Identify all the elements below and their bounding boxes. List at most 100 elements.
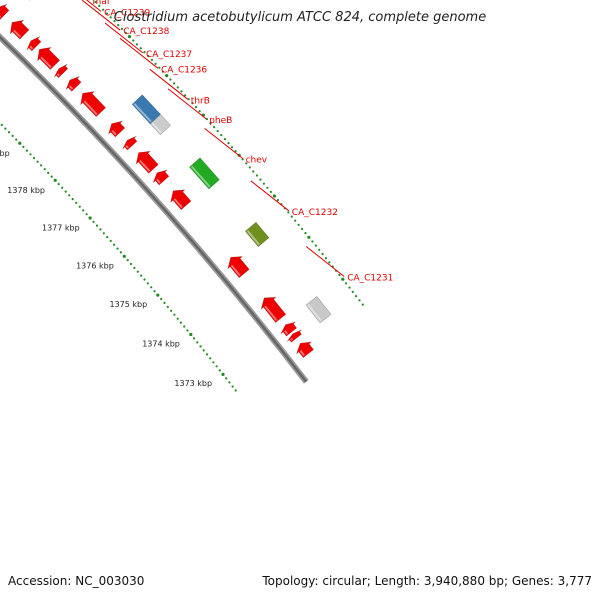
forward-gene-highlight: [284, 330, 289, 335]
scale-layer: 1373 kbp 1374 kbp 1375 kbp 1376 kbp 1377 kbp…: [0, 0, 364, 392]
scale-tick: [50, 175, 53, 178]
label-leader-line: [119, 37, 159, 69]
inner-tick: [220, 134, 223, 137]
scale-tick: [92, 220, 95, 223]
scale-label: 1374 kbp: [142, 339, 180, 348]
inner-tick: [290, 215, 293, 218]
reverse-gene: [131, 94, 161, 125]
inner-tick: [272, 194, 276, 198]
scale-tick: [47, 171, 50, 174]
reverse-gene: [189, 157, 220, 190]
scale-tick: [11, 134, 14, 137]
inner-tick: [361, 303, 364, 306]
scale-tick: [88, 216, 92, 220]
inner-tick: [252, 170, 255, 173]
inner-tick: [301, 227, 304, 231]
backbone-layer: [0, 33, 309, 384]
forward-gene: [170, 189, 192, 211]
inner-tick: [147, 54, 150, 58]
scale-tick: [29, 153, 32, 156]
label-leader-line: [167, 88, 207, 120]
gene-label: thrB: [191, 96, 210, 106]
label-leader-line: [81, 0, 121, 31]
forward-gene: [227, 256, 250, 279]
inner-tick: [314, 244, 317, 247]
scale-tick: [160, 297, 163, 301]
inner-tick: [187, 98, 190, 101]
inner-tick: [227, 142, 230, 145]
forward-gene-highlight: [56, 73, 60, 77]
scale-tick: [102, 232, 105, 235]
forward-strand-genes: [0, 1, 314, 359]
scale-tick: [40, 164, 43, 167]
inner-tick: [198, 110, 201, 113]
gene-label: CA_C1232: [292, 208, 338, 218]
scale-tick: [209, 357, 212, 360]
scale-label: 1377 kbp: [42, 223, 80, 232]
scale-tick: [53, 178, 57, 182]
scale-tick: [146, 282, 149, 285]
inner-tick: [262, 182, 265, 185]
forward-gene-highlight: [230, 264, 241, 277]
reverse-gene: [244, 221, 270, 248]
scale-tick: [18, 141, 22, 145]
scale-tick: [109, 239, 112, 242]
scale-tick: [189, 332, 193, 337]
gene-labels: CA_C1231 CA_C1232 chev pheB thrB CA_C1236 CA_C…: [81, 0, 393, 284]
inner-tick: [117, 24, 120, 27]
forward-gene: [295, 341, 314, 359]
scale-tick: [153, 290, 156, 293]
inner-tick: [105, 12, 108, 15]
scale-tick: [231, 385, 234, 388]
gene-label: CA_C1238: [123, 27, 169, 37]
genome-backbone-core: [0, 35, 308, 383]
inner-tick: [143, 51, 146, 54]
scale-tick: [140, 274, 143, 277]
forward-gene: [135, 150, 159, 174]
inner-tick: [324, 257, 328, 260]
forward-gene: [9, 19, 30, 40]
forward-gene-highlight: [111, 130, 117, 136]
forward-gene: [260, 296, 287, 323]
scale-tick: [43, 168, 46, 171]
scale-tick: [215, 365, 218, 368]
scale-tick: [212, 361, 215, 364]
forward-gene: [53, 63, 69, 79]
scale-tick: [179, 321, 182, 324]
scale-tick: [119, 251, 122, 254]
inner-tick: [154, 62, 157, 65]
forward-gene: [0, 3, 10, 21]
scale-tick: [199, 345, 202, 348]
gene-label: CA_C1239: [104, 8, 150, 18]
inner-tick: [259, 178, 262, 181]
inner-tick: [165, 74, 169, 78]
scale-tick: [166, 305, 169, 308]
scale-tick: [202, 349, 205, 352]
gene-label: CA_C1236: [161, 65, 207, 75]
scale-tick: [196, 341, 199, 344]
inner-tick: [255, 174, 258, 177]
inner-tick: [338, 273, 341, 277]
inner-tick: [139, 47, 142, 50]
label-leader-line: [149, 68, 189, 100]
inner-tick: [94, 0, 97, 4]
reverse-gene: [305, 295, 332, 324]
inner-tick: [348, 286, 351, 289]
inner-tick: [209, 122, 212, 125]
forward-gene-highlight: [290, 337, 293, 341]
reverse-gene-highlight: [150, 121, 162, 134]
gene-label: chev: [246, 155, 268, 165]
label-leader-line: [85, 0, 102, 12]
inner-tick: [351, 290, 354, 293]
reverse-gene-highlight: [133, 103, 152, 123]
inner-tick: [98, 4, 101, 7]
gene-label: CA_C1237: [146, 50, 192, 60]
inner-tick: [173, 82, 176, 85]
scale-label: 1379 kbp: [0, 149, 10, 158]
inner-tick: [304, 232, 307, 235]
scale-tick: [85, 213, 88, 216]
scale-tick: [122, 254, 126, 258]
scale-tick: [82, 209, 85, 212]
forward-gene: [26, 36, 42, 52]
inner-tick: [169, 78, 172, 81]
